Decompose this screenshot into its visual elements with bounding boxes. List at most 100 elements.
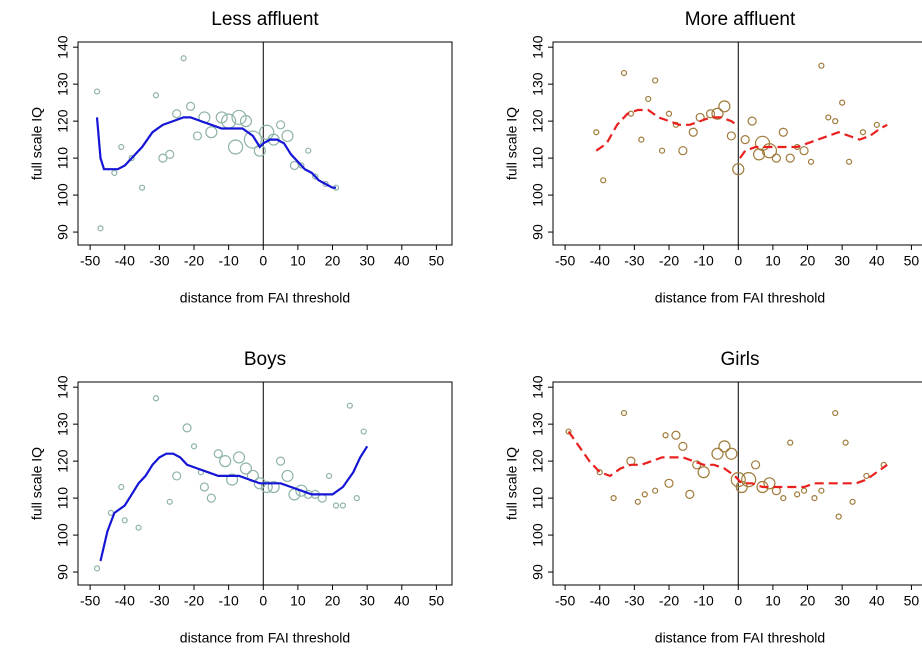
x-tick-label: -20 bbox=[659, 593, 679, 609]
data-point bbox=[818, 487, 825, 494]
data-point bbox=[780, 495, 787, 502]
y-tick-label: 120 bbox=[530, 109, 546, 133]
data-point bbox=[778, 127, 788, 137]
data-point bbox=[665, 110, 673, 117]
x-tick-label: -50 bbox=[555, 593, 575, 609]
data-point bbox=[206, 493, 216, 503]
data-point bbox=[565, 428, 572, 435]
y-axis-label: full scale IQ bbox=[29, 107, 45, 180]
x-tick-label: 50 bbox=[429, 253, 445, 269]
data-point bbox=[312, 173, 319, 180]
smooth-line bbox=[95, 116, 336, 189]
panel-title: More affluent bbox=[685, 9, 796, 30]
x-tick-label: 40 bbox=[869, 593, 885, 609]
data-point bbox=[641, 491, 648, 498]
data-point bbox=[346, 402, 353, 409]
data-point bbox=[93, 88, 101, 95]
x-axis-label: distance from FAI threshold bbox=[655, 630, 825, 646]
data-point bbox=[185, 101, 196, 111]
x-tick-label: 30 bbox=[359, 593, 375, 609]
data-point bbox=[152, 395, 160, 402]
x-tick-label: 30 bbox=[834, 593, 850, 609]
data-point bbox=[842, 439, 849, 446]
x-tick-label: -10 bbox=[694, 593, 714, 609]
data-point bbox=[832, 409, 839, 417]
data-point bbox=[718, 440, 731, 453]
data-point bbox=[740, 135, 750, 145]
y-tick-label: 130 bbox=[530, 412, 546, 436]
data-point bbox=[322, 180, 329, 188]
y-axis-label: full scale IQ bbox=[29, 447, 45, 520]
y-tick-label: 110 bbox=[55, 147, 71, 170]
panel: Girls distance from FAI threshold full sca… bbox=[504, 349, 922, 646]
smooth-line bbox=[99, 445, 369, 562]
data-point bbox=[339, 502, 347, 509]
data-point bbox=[166, 498, 173, 505]
y-tick-label: 100 bbox=[55, 523, 71, 547]
y-tick-label: 110 bbox=[530, 487, 546, 510]
data-point bbox=[839, 99, 846, 106]
data-point bbox=[634, 498, 641, 505]
data-point bbox=[281, 469, 294, 483]
data-point bbox=[152, 92, 160, 99]
y-tick-label: 120 bbox=[55, 109, 71, 133]
data-point bbox=[800, 487, 808, 494]
data-point bbox=[593, 129, 600, 136]
data-point bbox=[658, 147, 666, 154]
data-point bbox=[172, 109, 182, 119]
data-point bbox=[785, 153, 795, 163]
x-tick-label: -30 bbox=[149, 253, 169, 269]
x-tick-label: 20 bbox=[800, 253, 816, 269]
x-tick-label: 20 bbox=[325, 593, 341, 609]
data-point bbox=[771, 153, 781, 163]
data-point bbox=[685, 489, 695, 500]
x-tick-label: -40 bbox=[115, 253, 135, 269]
y-tick-label: 140 bbox=[530, 35, 546, 59]
data-point bbox=[135, 524, 142, 531]
data-point bbox=[353, 495, 360, 502]
data-point bbox=[863, 472, 870, 480]
y-tick-label: 100 bbox=[55, 183, 71, 207]
x-axis-label: distance from FAI threshold bbox=[655, 290, 825, 306]
plot-frame bbox=[77, 41, 453, 246]
x-tick-label: 30 bbox=[359, 253, 375, 269]
x-tick-label: -20 bbox=[184, 253, 204, 269]
data-point bbox=[232, 451, 246, 464]
data-point bbox=[718, 100, 731, 113]
data-point bbox=[600, 177, 607, 184]
data-point bbox=[726, 131, 736, 141]
x-tick-label: 40 bbox=[394, 593, 410, 609]
data-point bbox=[172, 471, 182, 481]
data-point bbox=[192, 131, 203, 141]
data-point bbox=[741, 472, 757, 488]
data-point bbox=[688, 127, 698, 137]
x-tick-label: -30 bbox=[149, 593, 169, 609]
x-tick-label: 0 bbox=[734, 253, 742, 269]
data-point bbox=[678, 146, 688, 156]
data-point bbox=[652, 77, 659, 84]
data-point bbox=[835, 513, 842, 520]
smooth-line bbox=[595, 108, 888, 159]
data-point bbox=[807, 158, 815, 165]
x-tick-label: -30 bbox=[624, 593, 644, 609]
panel-title: Boys bbox=[244, 349, 286, 370]
x-tick-label: -10 bbox=[219, 593, 239, 609]
data-point bbox=[832, 118, 839, 125]
data-point bbox=[620, 69, 628, 77]
panel-title: Less affluent bbox=[211, 9, 319, 30]
data-point bbox=[259, 124, 275, 140]
data-point bbox=[118, 483, 125, 491]
y-tick-label: 90 bbox=[55, 564, 71, 580]
data-point bbox=[275, 456, 286, 466]
data-point bbox=[243, 130, 262, 149]
y-tick-label: 140 bbox=[530, 375, 546, 399]
data-point bbox=[121, 517, 128, 524]
data-point bbox=[711, 107, 724, 120]
data-point bbox=[93, 565, 101, 572]
data-point bbox=[138, 184, 146, 191]
y-axis-label: full scale IQ bbox=[504, 107, 520, 180]
y-tick-label: 120 bbox=[530, 449, 546, 473]
smooth-line bbox=[567, 430, 888, 489]
y-tick-label: 110 bbox=[530, 147, 546, 170]
